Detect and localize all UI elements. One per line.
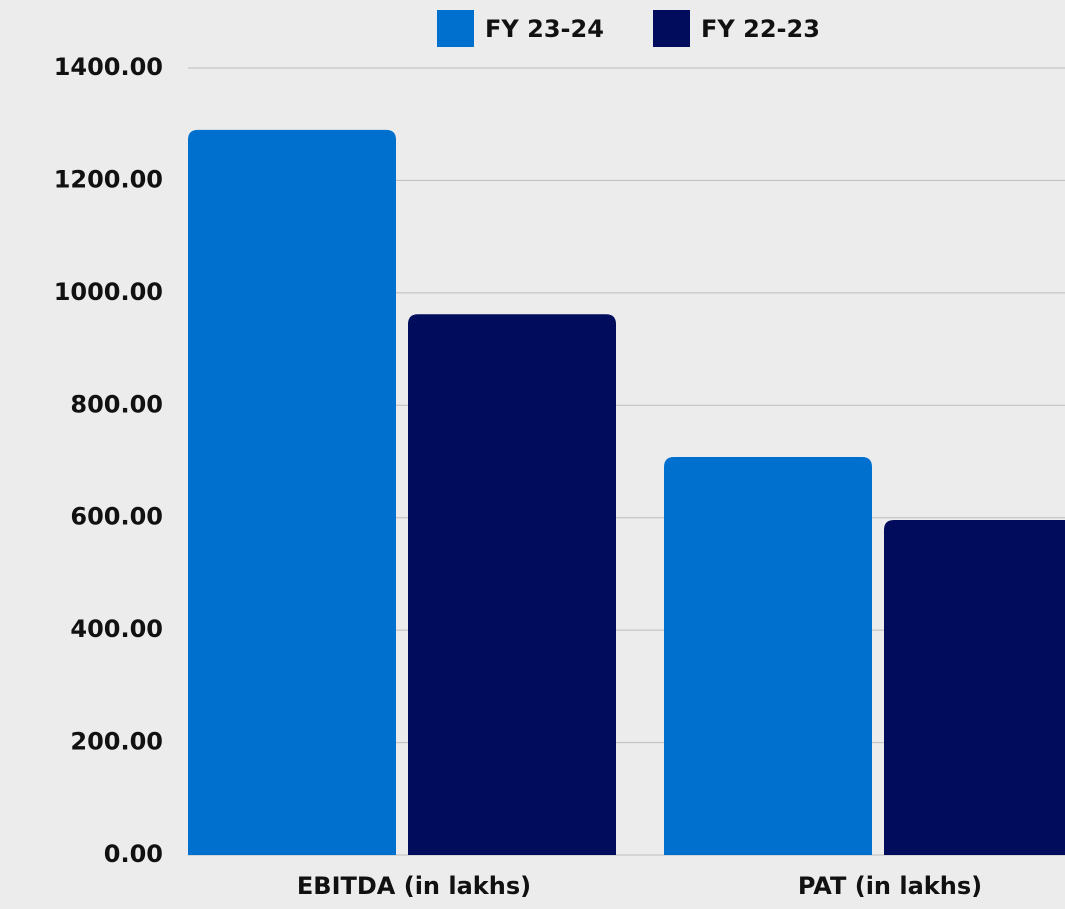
bar bbox=[884, 519, 1065, 855]
y-tick-label: 400.00 bbox=[70, 615, 163, 643]
y-tick-label: 800.00 bbox=[70, 390, 163, 418]
bar bbox=[188, 129, 396, 856]
x-tick-label: EBITDA (in lakhs) bbox=[297, 872, 531, 900]
y-tick-label: 0.00 bbox=[104, 840, 163, 868]
legend-label: FY 23-24 bbox=[485, 15, 604, 43]
y-tick-label: 1400.00 bbox=[54, 53, 163, 81]
y-tick-label: 1000.00 bbox=[54, 278, 163, 306]
legend-label: FY 22-23 bbox=[701, 15, 820, 43]
y-tick-label: 600.00 bbox=[70, 503, 163, 531]
legend-swatch bbox=[653, 10, 690, 47]
x-tick-label: PAT (in lakhs) bbox=[798, 872, 982, 900]
y-tick-label: 1200.00 bbox=[54, 165, 163, 193]
bar bbox=[664, 457, 872, 855]
y-tick-label: 200.00 bbox=[70, 728, 163, 756]
bar bbox=[408, 314, 616, 855]
legend-swatch bbox=[437, 10, 474, 47]
